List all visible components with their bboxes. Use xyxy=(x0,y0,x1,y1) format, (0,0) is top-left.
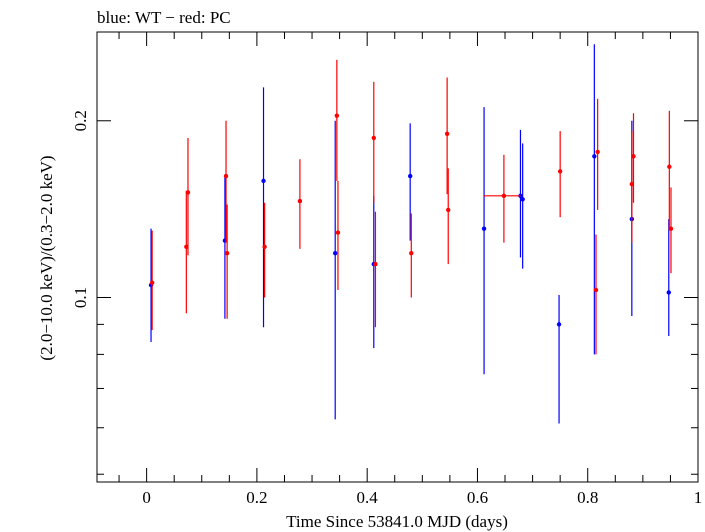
point-marker xyxy=(595,149,600,155)
data-point xyxy=(518,129,523,258)
plot-frame xyxy=(96,31,699,483)
point-marker xyxy=(409,250,414,256)
point-marker xyxy=(149,280,155,285)
point-marker xyxy=(185,190,191,195)
data-point xyxy=(444,77,450,195)
data-point xyxy=(557,131,563,218)
data-point xyxy=(667,110,672,231)
x-tick-label: 1 xyxy=(694,488,703,507)
point-marker xyxy=(556,322,562,327)
data-point xyxy=(481,107,487,375)
x-tick-label: 0.2 xyxy=(246,488,267,507)
point-marker xyxy=(262,244,267,250)
point-marker xyxy=(667,164,672,169)
x-tick-label: 0.4 xyxy=(357,488,379,507)
x-tick-label: 0.8 xyxy=(577,488,598,507)
point-marker xyxy=(335,230,341,235)
data-point xyxy=(297,159,303,249)
data-marks xyxy=(148,44,674,424)
data-point xyxy=(631,113,636,203)
data-point xyxy=(409,213,414,298)
point-marker xyxy=(334,113,340,118)
data-point xyxy=(666,219,671,336)
data-point xyxy=(407,123,413,241)
x-tick-label: 0.6 xyxy=(467,488,488,507)
chart-title: blue: WT − red: PC xyxy=(97,8,231,27)
point-marker xyxy=(592,154,597,159)
point-marker xyxy=(371,135,376,141)
point-marker xyxy=(297,198,303,204)
data-point xyxy=(185,137,191,256)
data-point xyxy=(149,230,155,331)
data-point xyxy=(593,234,599,355)
data-point xyxy=(520,143,525,269)
data-point xyxy=(484,154,521,243)
y-axis: 0.1 0.2 xyxy=(71,110,698,475)
data-point xyxy=(446,168,451,265)
data-point xyxy=(262,202,267,298)
data-point xyxy=(224,204,230,319)
data-point xyxy=(261,87,266,328)
point-marker xyxy=(407,173,413,179)
data-point xyxy=(223,120,229,243)
point-marker xyxy=(557,169,563,174)
point-marker xyxy=(224,250,230,256)
point-marker xyxy=(501,193,507,199)
point-marker xyxy=(666,290,671,295)
data-point xyxy=(556,294,562,424)
point-marker xyxy=(446,207,451,213)
point-marker xyxy=(332,250,338,256)
data-point xyxy=(668,187,674,274)
data-point xyxy=(334,59,340,181)
point-marker xyxy=(261,178,266,184)
y-axis-label: (2.0−10.0 keV)/(0.3−2.0 keV) xyxy=(37,155,56,360)
x-tick-label: 0 xyxy=(142,488,151,507)
point-marker xyxy=(373,261,378,267)
data-point xyxy=(592,44,597,355)
data-point xyxy=(373,211,378,328)
x-axis: 0 0.2 0.4 0.6 0.8 1 xyxy=(118,32,703,507)
point-marker xyxy=(223,173,229,179)
data-point xyxy=(332,120,338,420)
point-marker xyxy=(631,154,636,159)
y-tick-label: 0.1 xyxy=(71,287,90,308)
y-tick-label: 0.2 xyxy=(71,110,90,131)
data-point xyxy=(335,180,341,290)
x-axis-label: Time Since 53841.0 MJD (days) xyxy=(286,512,508,531)
data-point xyxy=(371,81,376,203)
point-marker xyxy=(593,287,599,293)
point-marker xyxy=(520,197,525,202)
point-marker xyxy=(481,226,487,231)
data-point xyxy=(595,98,600,210)
point-marker xyxy=(444,131,450,137)
point-marker xyxy=(668,226,674,231)
